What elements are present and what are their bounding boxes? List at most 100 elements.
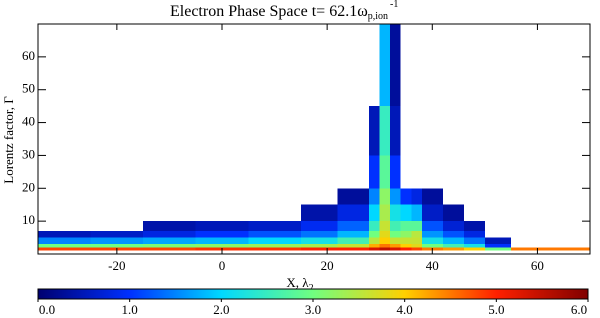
heatmap-cell: [379, 247, 391, 251]
heatmap-cell: [390, 106, 401, 156]
heatmap-cell: [463, 237, 485, 245]
heatmap-cell: [369, 237, 380, 245]
heatmap-cell: [484, 237, 512, 245]
colorbar-tick-label: 2.0: [213, 302, 229, 317]
heatmap-cell: [379, 221, 391, 231]
y-tick-label: 10: [22, 212, 35, 227]
heatmap-cell: [195, 237, 249, 245]
title-subscript: p,ion: [368, 11, 388, 22]
heatmap-cell: [90, 237, 144, 245]
heatmap-cell: [379, 106, 391, 156]
heatmap-cell: [390, 231, 401, 238]
heatmap-cell: [143, 221, 196, 231]
title-main: Electron Phase Space t= 62.1ω: [170, 3, 368, 20]
heatmap-cell: [369, 221, 380, 231]
heatmap-cell: [38, 231, 91, 238]
heatmap-cell: [300, 244, 338, 248]
colorbar-tick-label: 0.0: [39, 302, 55, 317]
heatmap-cell: [463, 231, 485, 238]
colorbar-tick-label: 3.0: [305, 302, 321, 317]
heatmap-cell: [38, 247, 91, 251]
colorbar-tick-label: 6.0: [571, 302, 587, 317]
colorbar-tick-label: 1.0: [122, 302, 138, 317]
heatmap-cell: [379, 237, 391, 245]
heatmap-cell: [442, 204, 464, 222]
heatmap-cell: [379, 204, 391, 222]
heatmap-cell: [337, 204, 370, 222]
heatmap-cell: [248, 221, 301, 231]
heatmap-cell: [390, 155, 401, 189]
heatmap-cell: [442, 221, 464, 231]
heatmap-cell: [390, 204, 401, 222]
heatmap-cell: [248, 231, 301, 238]
heatmap-cell: [337, 237, 370, 245]
heatmap-cell: [411, 188, 422, 205]
heatmap-cell: [411, 247, 422, 251]
heatmap-cell: [411, 221, 422, 231]
heatmap-cell: [195, 221, 249, 231]
heatmap-cell: [484, 244, 512, 248]
colorbar-tick-label: 5.0: [488, 302, 504, 317]
heatmap-cell: [369, 244, 380, 248]
heatmap-cell: [421, 231, 443, 238]
heatmap-cell: [300, 231, 338, 238]
heatmap-cell: [300, 221, 338, 231]
heatmap-cell: [442, 247, 464, 251]
heatmap-cell: [300, 247, 338, 251]
x-tick-label: -20: [108, 258, 125, 273]
y-tick-label: 20: [22, 179, 35, 194]
heatmap-cell: [421, 221, 443, 231]
heatmap-cell: [300, 204, 338, 222]
chart-title: Electron Phase Space t= 62.1ωp,ion-1: [170, 0, 398, 22]
heatmap-cell: [421, 188, 443, 205]
heatmap-cell: [463, 247, 485, 251]
heatmap-cell: [463, 221, 485, 231]
heatmap-cell: [400, 237, 412, 245]
y-tick-label: 30: [22, 146, 35, 161]
plot-frame: [37, 23, 591, 255]
heatmap-cell: [511, 247, 590, 251]
heatmap-cell: [390, 188, 401, 205]
heatmap-cell: [379, 231, 391, 238]
colorbar-tick-label: 4.0: [397, 302, 413, 317]
heatmap-cell: [421, 244, 443, 248]
heatmap-cell: [143, 244, 196, 248]
heatmap-cell: [337, 221, 370, 231]
x-tick-label: 60: [531, 258, 544, 273]
heatmap-cell: [90, 231, 144, 238]
heatmap-cell: [421, 204, 443, 222]
heatmap-cell: [369, 188, 380, 205]
heatmap: [38, 24, 590, 251]
heatmap-cell: [337, 247, 370, 251]
heatmap-cell: [38, 244, 91, 248]
x-tick-label: 0: [219, 258, 226, 273]
x-tick-label: 20: [321, 258, 334, 273]
heatmap-cell: [337, 244, 370, 248]
heatmap-cell: [442, 244, 464, 248]
heatmap-cell: [369, 106, 380, 156]
heatmap-cell: [400, 221, 412, 231]
heatmap-cell: [390, 237, 401, 245]
heatmap-cell: [421, 237, 443, 245]
heatmap-cell: [38, 237, 91, 245]
heatmap-cell: [390, 244, 401, 248]
heatmap-cell: [390, 247, 401, 251]
heatmap-cell: [400, 188, 412, 205]
heatmap-cell: [143, 237, 196, 245]
heatmap-cell: [400, 231, 412, 238]
heatmap-cell: [442, 231, 464, 238]
heatmap-cell: [411, 237, 422, 245]
heatmap-cell: [400, 204, 412, 222]
x-label-main: X, λ: [286, 275, 309, 290]
y-tick-label: 40: [22, 114, 35, 129]
heatmap-cell: [369, 247, 380, 251]
heatmap-cell: [248, 237, 301, 245]
heatmap-cell: [411, 244, 422, 248]
heatmap-cell: [195, 231, 249, 238]
heatmap-cell: [379, 244, 391, 248]
heatmap-cell: [248, 247, 301, 251]
heatmap-cell: [390, 24, 401, 107]
heatmap-cell: [337, 231, 370, 238]
title-superscript: -1: [390, 0, 398, 10]
heatmap-cell: [484, 247, 512, 251]
